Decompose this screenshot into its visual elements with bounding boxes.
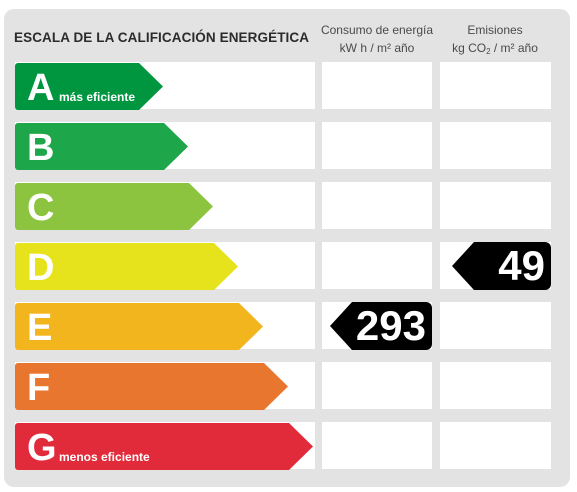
emisiones-rating-marker: 49 bbox=[452, 242, 551, 290]
consumo-cell bbox=[322, 182, 432, 229]
class-arrow-f: F bbox=[15, 363, 288, 410]
consumo-header-units: kW h / m² año bbox=[339, 41, 415, 55]
class-letter: C bbox=[27, 187, 55, 229]
consumo-rating-marker: 293 bbox=[330, 302, 432, 350]
class-letter: F bbox=[27, 367, 51, 409]
class-arrow-b: B bbox=[15, 123, 188, 170]
class-arrow-d: D bbox=[15, 243, 238, 290]
consumo-cell bbox=[322, 62, 432, 109]
class-letter: D bbox=[27, 247, 55, 289]
class-letter: G bbox=[27, 427, 57, 469]
class-caption: menos eficiente bbox=[59, 450, 150, 464]
scale-title: ESCALA DE LA CALIFICACIÓN ENERGÉTICA bbox=[14, 30, 310, 45]
emisiones-cell bbox=[440, 122, 551, 169]
class-caption: más eficiente bbox=[59, 90, 136, 104]
emisiones-header-units: kg CO2 / m² año bbox=[452, 41, 538, 56]
emisiones-column-header: Emisiones kg CO2 / m² año bbox=[436, 21, 554, 61]
consumo-cell bbox=[322, 362, 432, 409]
class-arrow-e: E bbox=[15, 303, 263, 350]
consumo-cell bbox=[322, 122, 432, 169]
class-arrow-c: C bbox=[15, 183, 213, 230]
emisiones-cell bbox=[440, 182, 551, 229]
emisiones-cell bbox=[440, 422, 551, 469]
emisiones-header-line1: Emisiones bbox=[467, 23, 523, 37]
consumo-column-header: Consumo de energía kW h / m² año bbox=[318, 21, 436, 57]
class-letter: E bbox=[27, 307, 53, 349]
consumo-cell bbox=[322, 422, 432, 469]
class-letter: B bbox=[27, 127, 55, 169]
consumo-header-line1: Consumo de energía bbox=[320, 23, 434, 37]
emisiones-cell bbox=[440, 62, 551, 109]
emisiones-cell bbox=[440, 302, 551, 349]
emisiones-cell bbox=[440, 362, 551, 409]
emisiones-rating-value: 49 bbox=[498, 242, 545, 289]
consumo-rating-value: 293 bbox=[355, 302, 426, 349]
class-letter: A bbox=[27, 67, 55, 109]
consumo-cell bbox=[322, 242, 432, 289]
